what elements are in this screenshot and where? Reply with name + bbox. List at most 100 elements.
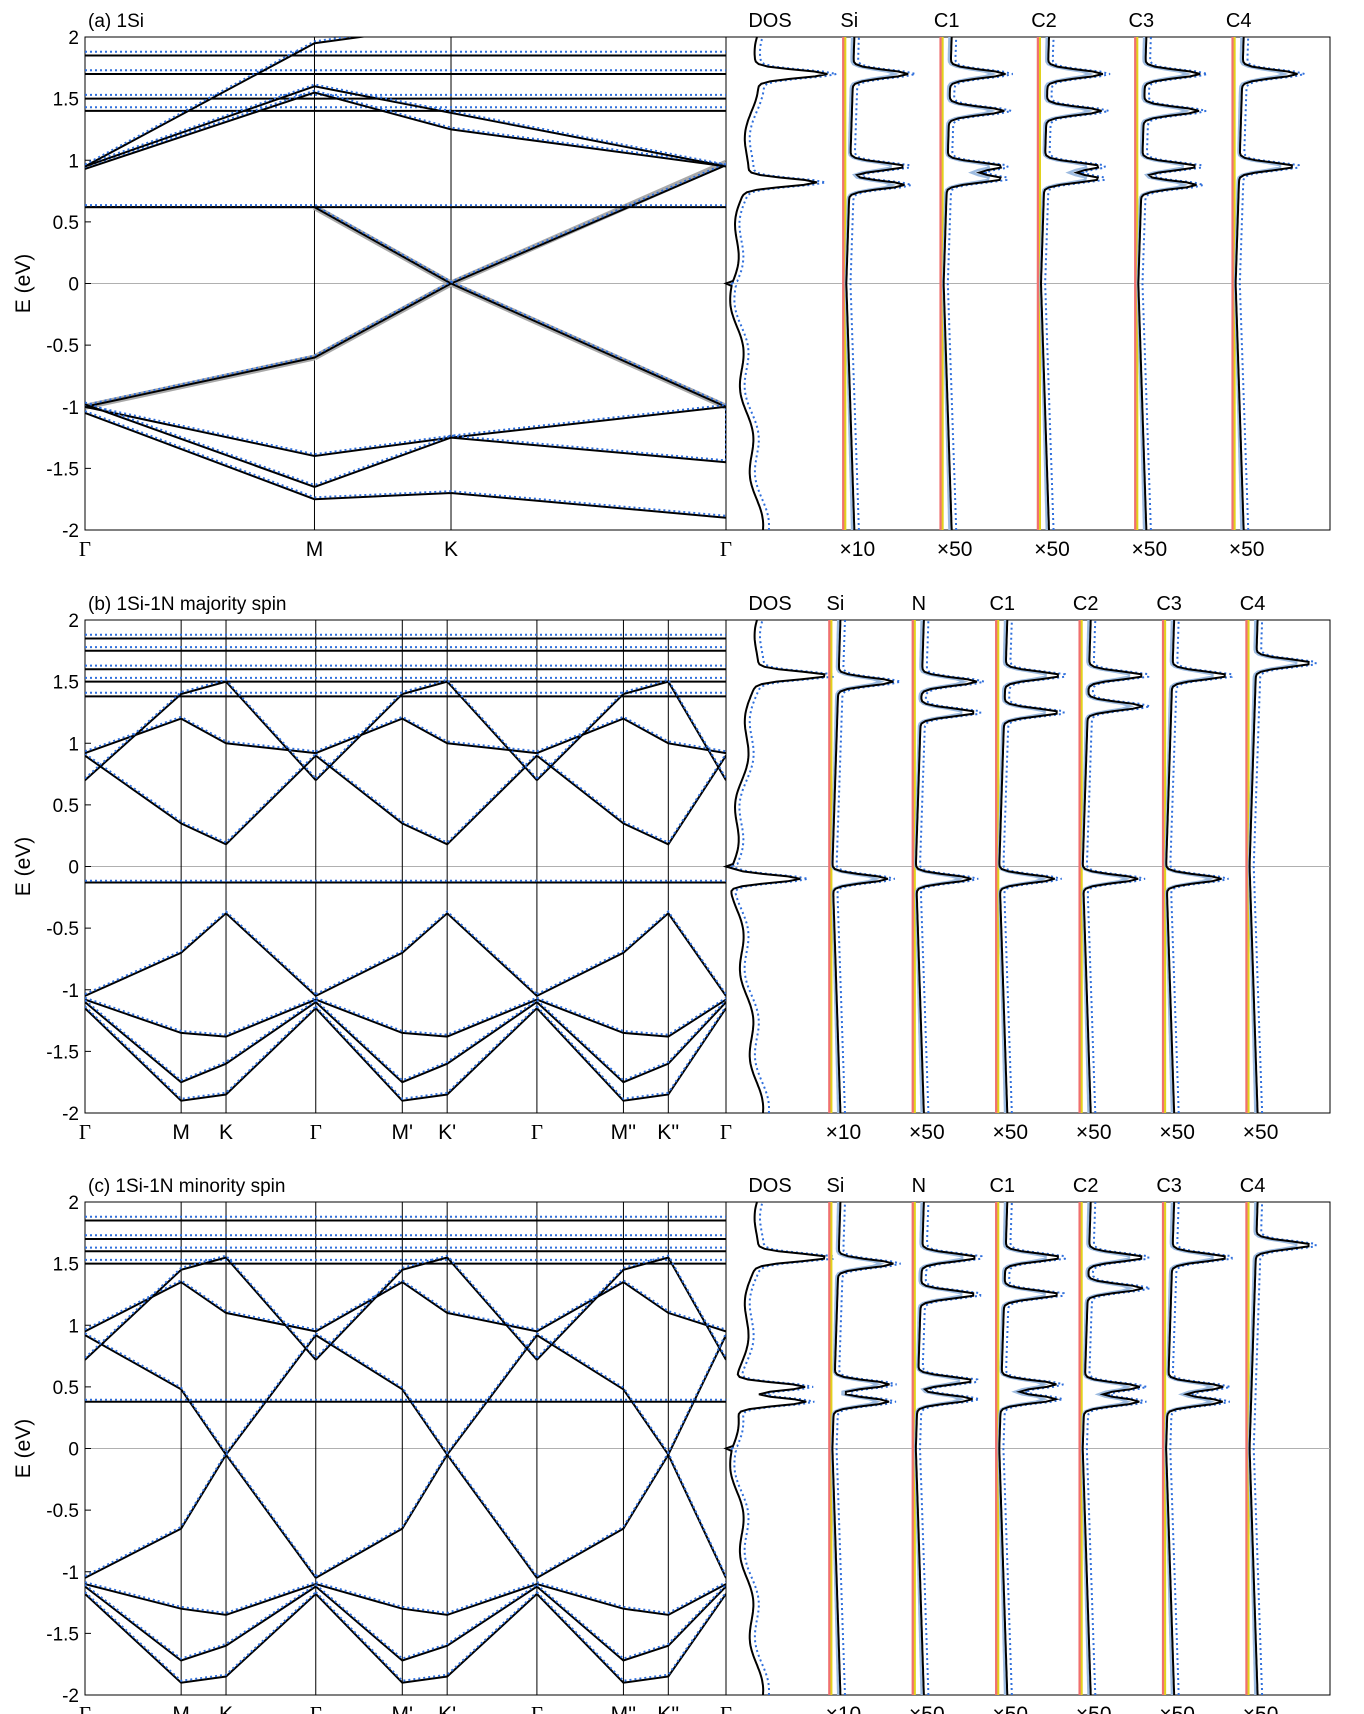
dft-band [536, 1256, 726, 1361]
dos-column-header: C1 [989, 1175, 1015, 1197]
y-tick-label: 1 [68, 1316, 79, 1337]
model-band [85, 89, 726, 168]
dos-model-curve [919, 619, 985, 1114]
dos-scale-label: ×50 [992, 1703, 1028, 1714]
dos-column-c1: C1 ×50 [989, 593, 1067, 1144]
dos-column-c4: C4 ×50 [1240, 593, 1317, 1144]
y-tick-label: -0.5 [46, 336, 79, 357]
k-point-label: M [306, 538, 324, 561]
dft-band [315, 1334, 538, 1457]
model-band [85, 1254, 317, 1359]
dos-dft-curve [915, 619, 978, 1114]
k-point-label: Γ [720, 537, 732, 561]
y-tick-label: -1 [62, 1563, 79, 1584]
dos-scale-label: ×50 [1243, 1703, 1279, 1714]
dos-dft-curve [1039, 36, 1104, 531]
dft-band [315, 911, 538, 997]
dos-column-header: Si [840, 10, 858, 32]
model-band [85, 1591, 317, 1682]
model-band [85, 715, 316, 753]
k-point-label: M' [392, 1703, 414, 1714]
dos-column-c2: C2 ×50 [1031, 10, 1111, 561]
model-band [85, 1005, 317, 1100]
dos-model-curve [1252, 1201, 1317, 1696]
pristine-band [313, 159, 726, 287]
dos-column-si: Si ×10 [826, 593, 901, 1144]
dos-dft-curve [1081, 1201, 1144, 1696]
model-band [536, 999, 726, 1082]
panel-label: (b) 1Si-1N majority spin [88, 594, 287, 615]
dos-model-curve [946, 36, 1013, 531]
dos-scale-label: ×50 [909, 1121, 945, 1144]
k-point-label: Γ [79, 1120, 91, 1144]
dos-column-dos: DOS [723, 10, 837, 531]
y-axis-label: E (eV) [12, 837, 35, 897]
model-band [85, 910, 317, 996]
k-point-label: M' [392, 1121, 414, 1144]
dft-band [536, 1583, 726, 1616]
dos-dft-curve [998, 1201, 1060, 1696]
y-axis: 2 1.5 1 0.5 0 -0.5 -1 -1.5 -2 E (eV) [12, 611, 91, 1125]
dft-band [85, 403, 726, 488]
panel-label: (a) 1Si [88, 11, 144, 32]
dos-scale-label: ×50 [1034, 538, 1070, 561]
model-band [85, 1279, 317, 1331]
y-axis-label: E (eV) [12, 254, 35, 314]
bands [85, 633, 726, 1102]
dft-band [536, 680, 726, 781]
model-band [85, 1583, 317, 1660]
dft-band [85, 1593, 317, 1684]
dos-scale-label: ×50 [1229, 538, 1265, 561]
dos-column-si: Si ×10 [826, 1175, 901, 1714]
dos-dft-curve [1137, 37, 1201, 530]
dft-band [85, 164, 726, 285]
dos-dft-curve [845, 37, 909, 530]
dos-model-curve [1252, 619, 1317, 1114]
dos-dft-curve [723, 36, 828, 531]
model-band [536, 996, 726, 1036]
dft-band [85, 680, 317, 781]
y-tick-label: 1 [68, 151, 79, 172]
panel-label: (c) 1Si-1N minority spin [88, 1176, 285, 1197]
panel-c: 2 1.5 1 0.5 0 -0.5 -1 -1.5 -2 E (eV) (c) 1Si-1N mi… [12, 1175, 1331, 1714]
dos-scale-label: ×50 [909, 1703, 945, 1714]
model-band [536, 1005, 726, 1100]
k-point-label: K'' [657, 1121, 679, 1144]
dos-scale-label: ×50 [1132, 538, 1168, 561]
y-tick-label: 0 [68, 275, 79, 296]
dos-model-curve [1044, 37, 1111, 530]
dos-column-dos: DOS [722, 593, 835, 1114]
model-band [85, 83, 726, 166]
dos-column-n: N ×50 [909, 1175, 983, 1714]
dos-column-header: C3 [1156, 1175, 1182, 1197]
dft-band [85, 1583, 317, 1616]
model-band [85, 1450, 317, 1577]
dos-dft-curve [1234, 36, 1298, 531]
k-point-label: Γ [531, 1120, 543, 1144]
dos-column-header: N [912, 1175, 926, 1197]
dos-model-curve [835, 1201, 901, 1696]
dos-model-curve [918, 1201, 983, 1696]
dos-dft-curve [914, 1201, 976, 1696]
k-point-label: M'' [611, 1121, 637, 1144]
dos-scale-label: ×50 [1159, 1703, 1195, 1714]
y-tick-label: -1 [62, 981, 79, 1002]
dos-dft-curve [1165, 1202, 1226, 1695]
dos-dft-curve [942, 36, 1006, 531]
dos-scale-label: ×50 [1076, 1703, 1112, 1714]
y-tick-label: 1 [68, 734, 79, 755]
dos-column-c3: C3 ×50 [1129, 10, 1208, 561]
dft-band [85, 1334, 317, 1457]
dos-column-header: DOS [748, 10, 791, 32]
bands [85, 37, 726, 519]
dos-scale-label: ×50 [992, 1121, 1028, 1144]
dos-dft-curve [722, 619, 826, 1114]
dft-band [85, 911, 317, 997]
dos-model-curve [726, 619, 835, 1114]
dft-band [315, 1585, 538, 1662]
dft-band [85, 1585, 317, 1662]
dft-band [315, 998, 538, 1038]
model-band [536, 910, 726, 995]
dft-band [536, 1007, 726, 1102]
